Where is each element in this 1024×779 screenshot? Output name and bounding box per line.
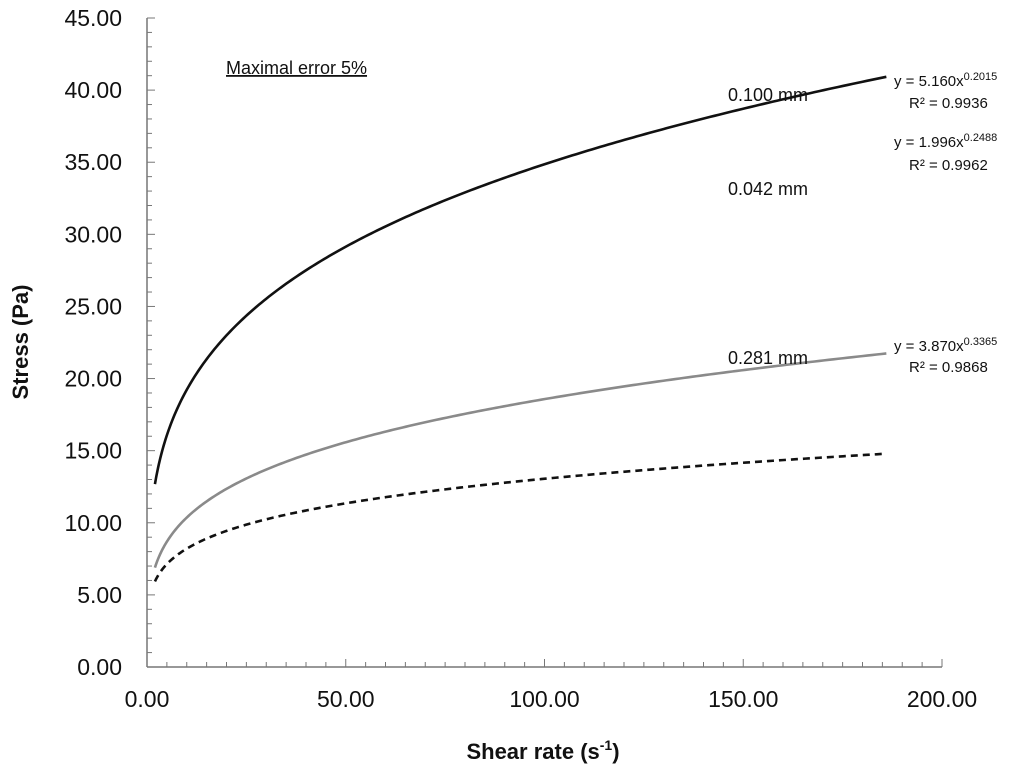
fit-r2-0281mm: R² = 0.9868 — [909, 359, 988, 376]
series-label-0281mm: 0.281 mm — [728, 348, 808, 368]
fit-r2-0100mm: R² = 0.9936 — [909, 95, 988, 112]
series-line-0281mm — [153, 352, 887, 569]
x-tick-label: 50.00 — [317, 686, 375, 712]
y-tick-label: 30.00 — [64, 221, 122, 247]
fit-equation-0100mm: y = 5.160x0.2015 — [894, 71, 997, 90]
axes: 0.00 5.00 10.00 15.00 20.00 25.00 30.00 35.00 40… — [64, 5, 977, 712]
annotation-max-error: Maximal error 5% — [226, 58, 367, 78]
y-axis-title: Stress (Pa) — [8, 285, 33, 400]
fit-equation-0281mm: y = 3.870x0.3365 — [894, 336, 997, 355]
y-tick-label: 20.00 — [64, 366, 122, 392]
series-line-0100mm — [153, 452, 887, 582]
x-tick-label: 200.00 — [907, 686, 977, 712]
fit-equation-0042mm: y = 1.996x0.2488 — [894, 132, 997, 151]
series-line-0042mm — [153, 75, 887, 485]
series-label-0042mm: 0.042 mm — [728, 179, 808, 199]
series-layer — [153, 75, 887, 582]
y-tick-label: 15.00 — [64, 438, 122, 464]
y-tick-label: 10.00 — [64, 510, 122, 536]
x-tick-label: 150.00 — [708, 686, 778, 712]
x-tick-label: 0.00 — [125, 686, 170, 712]
y-tick-label: 35.00 — [64, 149, 122, 175]
y-tick-label: 45.00 — [64, 5, 122, 31]
y-tick-label: 25.00 — [64, 293, 122, 319]
fit-r2-0042mm: R² = 0.9962 — [909, 157, 988, 174]
x-axis-title: Shear rate (s-1) — [466, 737, 619, 764]
y-tick-label: 40.00 — [64, 77, 122, 103]
x-tick-label: 100.00 — [509, 686, 579, 712]
y-tick-label: 0.00 — [77, 654, 122, 680]
series-label-0100mm: 0.100 mm — [728, 85, 808, 105]
y-tick-label: 5.00 — [77, 582, 122, 608]
